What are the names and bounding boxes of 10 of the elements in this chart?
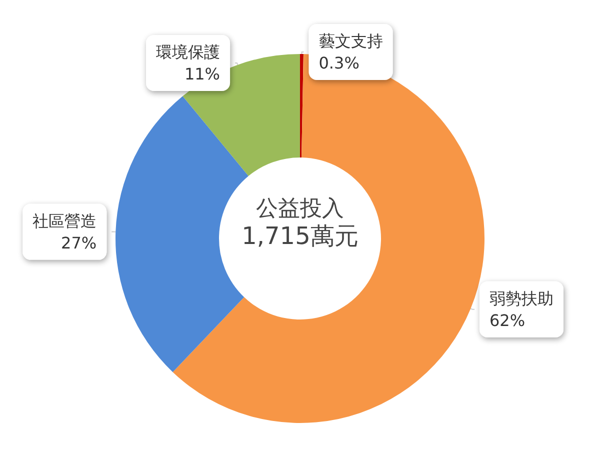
data-label: 11% (184, 64, 220, 84)
slice-label: 環境保護 (156, 42, 220, 62)
slice-label: 社區營造 (32, 211, 97, 230)
data-label: 62% (490, 310, 526, 330)
text: 公益投入 (256, 196, 344, 222)
text: 1,715萬元 (242, 222, 358, 250)
slice-label: 藝文支持 (318, 32, 383, 51)
data-label: 27% (61, 233, 97, 252)
data-label: 0.3% (318, 54, 360, 73)
slice-label: 弱勢扶助 (490, 288, 554, 308)
